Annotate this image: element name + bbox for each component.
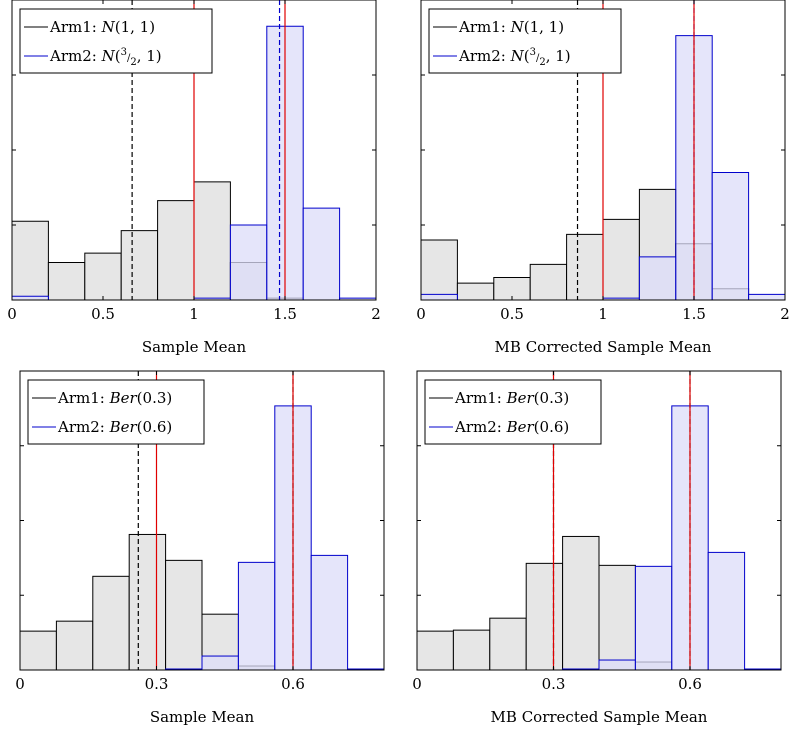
bar-arm1-5 [566,233,604,301]
x-tick-label: 2 [371,305,381,323]
legend-label-1: Arm1: N(1, 1) [49,18,155,36]
bar-arm2-9 [711,172,750,301]
bar-arm1-6 [193,181,231,301]
bar-arm1-2 [456,282,495,301]
bar-arm1-3 [489,617,527,671]
x-tick-label: 0 [412,675,422,693]
bar-arm2-7 [638,256,677,301]
bar-arm1-3 [84,252,122,301]
x-tick-label: 0.3 [145,675,169,693]
x-axis-label: Sample Mean [150,708,255,726]
legend-label-1: Arm1: Ber(0.3) [57,389,172,407]
x-tick-label: 0 [7,305,17,323]
bar-arm1-6 [602,218,640,301]
bar-arm1-3 [92,575,130,671]
bar-arm1-5 [157,200,195,301]
legend-label-1: Arm1: N(1, 1) [458,18,564,36]
legend-label-2: Arm2: N(3/2, 1) [458,47,571,68]
bar-arm1-1 [416,630,454,671]
bar-arm1-2 [452,629,491,671]
bar-arm1-4 [525,562,564,671]
legend-label-1: Arm1: Ber(0.3) [454,389,569,407]
bar-arm2-6 [201,655,239,671]
x-axis-label: MB Corrected Sample Mean [495,338,712,356]
bar-arm1-5 [562,535,600,671]
bar-arm2-9 [302,207,341,301]
bar-arm2-7 [634,565,673,671]
x-tick-label: 1 [189,305,199,323]
bar-arm1-4 [529,263,568,301]
bar-arm1-2 [47,262,86,301]
x-axis-label: MB Corrected Sample Mean [491,708,708,726]
legend-box [19,8,213,74]
legend-label-2: Arm2: Ber(0.6) [454,418,569,436]
x-tick-label: 0.6 [678,675,702,693]
legend: Arm1: N(1, 1) Arm2: N(3/2, 1) [428,8,622,74]
bar-arm2-6 [598,659,636,671]
bar-arm1-1 [11,220,49,301]
x-tick-label: 0 [416,305,426,323]
panel-3: 0 0.3 0.6 Sample Mean Arm1: Ber(0.3) Arm2: Be… [15,370,385,726]
x-tick-label: 1 [598,305,608,323]
bar-arm1-4 [128,533,167,671]
x-tick-label: 1.5 [273,305,297,323]
x-tick-label: 0 [15,675,25,693]
panel-1: 0 0.5 1 1.5 2 Sample Mean Arm1: N(1, 1) Arm2: N… [7,0,381,356]
x-tick-label: 0.5 [500,305,524,323]
legend-box [428,8,622,74]
x-tick-label: 0.5 [91,305,115,323]
bar-arm1-2 [55,620,94,671]
legend-box [27,379,205,445]
legend: Arm1: Ber(0.3) Arm2: Ber(0.6) [424,379,602,445]
panel-2: 0 0.5 1 1.5 2 MB Corrected Sample Mean Arm1: N… [416,0,790,356]
bar-arm2-9 [310,554,349,671]
bar-arm2-9 [707,551,746,671]
legend: Arm1: Ber(0.3) Arm2: Ber(0.6) [27,379,205,445]
x-tick-label: 2 [780,305,790,323]
legend-box [424,379,602,445]
x-axis-label: Sample Mean [142,338,247,356]
x-tick-label: 0.6 [281,675,305,693]
bar-arm1-5 [165,559,203,671]
bar-arm2-10 [748,293,786,301]
bar-arm2-7 [229,224,268,301]
bar-arm2-1 [11,295,49,301]
bar-arm1-4 [120,230,159,301]
legend-label-2: Arm2: N(3/2, 1) [49,47,162,68]
legend-label-2: Arm2: Ber(0.6) [57,418,172,436]
bar-arm2-7 [237,561,276,671]
panel-4: 0 0.3 0.6 MB Corrected Sample Mean Arm1: Ber… [412,370,782,726]
x-tick-label: 0.3 [542,675,566,693]
bar-arm1-1 [420,239,458,301]
x-tick-label: 1.5 [682,305,706,323]
bar-arm1-6 [598,564,636,671]
bar-arm2-1 [420,293,458,301]
legend: Arm1: N(1, 1) Arm2: N(3/2, 1) [19,8,213,74]
bar-arm1-1 [19,630,57,671]
